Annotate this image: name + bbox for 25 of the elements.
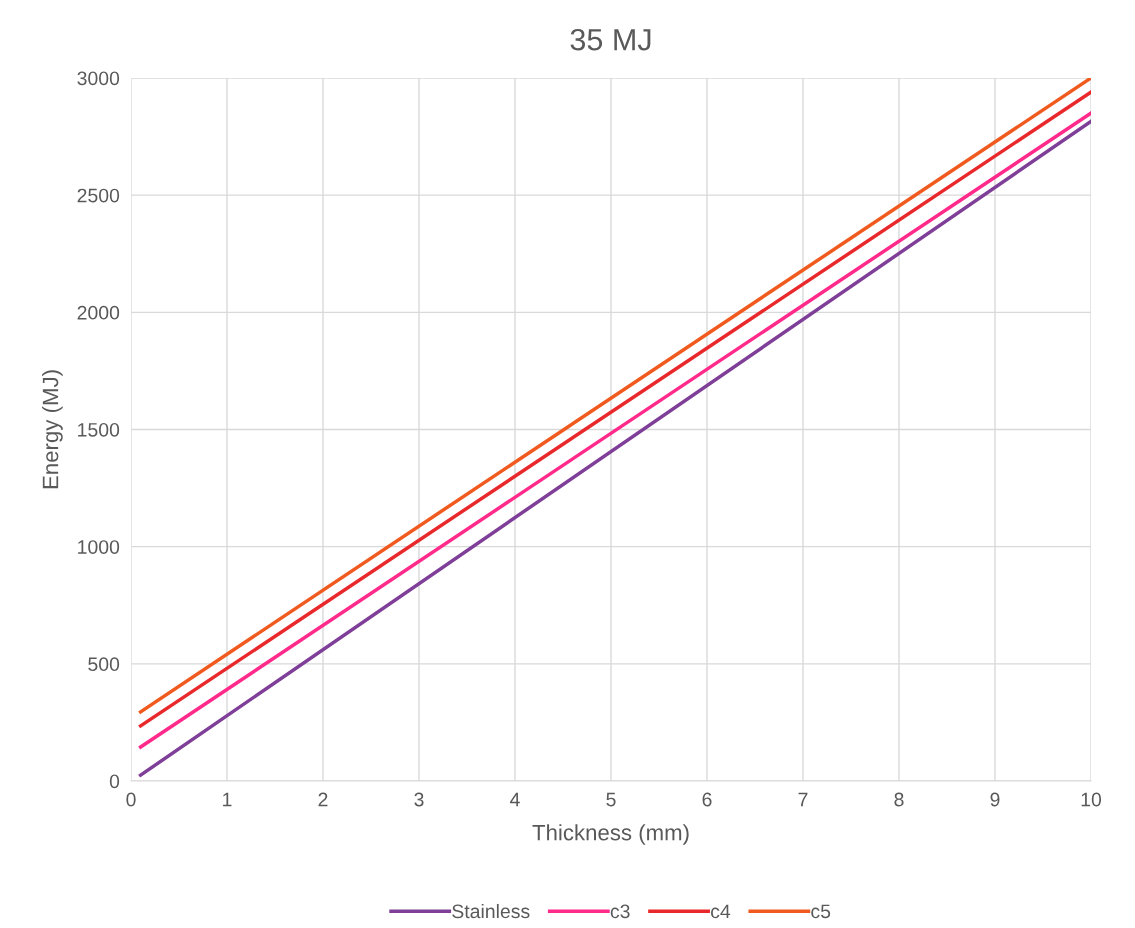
chart-title: 35 MJ bbox=[570, 28, 651, 51]
y-tick-label: 3000 bbox=[77, 71, 120, 86]
x-axis-title: Thickness (mm) bbox=[532, 824, 689, 845]
y-tick-label: 1500 bbox=[78, 422, 120, 437]
legend-label: c3 bbox=[610, 904, 630, 919]
x-tick-label: 8 bbox=[894, 792, 904, 807]
legend-label: Stainless bbox=[452, 903, 530, 919]
x-tick-label: 9 bbox=[990, 792, 1000, 807]
x-tick-label: 10 bbox=[1081, 792, 1102, 807]
x-tick-label: 6 bbox=[702, 792, 712, 807]
x-tick-label: 1 bbox=[223, 792, 232, 807]
legend-label: c4 bbox=[711, 904, 731, 919]
x-tick-label: 5 bbox=[606, 792, 616, 807]
y-tick-label: 500 bbox=[88, 657, 120, 672]
x-tick-label: 7 bbox=[798, 792, 808, 807]
x-tick-label: 4 bbox=[510, 792, 520, 807]
x-tick-label: 3 bbox=[414, 792, 424, 807]
y-tick-label: 1000 bbox=[78, 540, 120, 554]
y-axis-title: Energy (MJ) bbox=[42, 370, 63, 489]
y-tick-label: 0 bbox=[109, 774, 120, 789]
y-tick-label: 2000 bbox=[77, 305, 120, 320]
legend-label: c5 bbox=[811, 904, 831, 919]
x-tick-label: 2 bbox=[318, 792, 328, 807]
x-tick-label: 0 bbox=[126, 792, 136, 807]
y-tick-label: 2500 bbox=[77, 188, 120, 203]
